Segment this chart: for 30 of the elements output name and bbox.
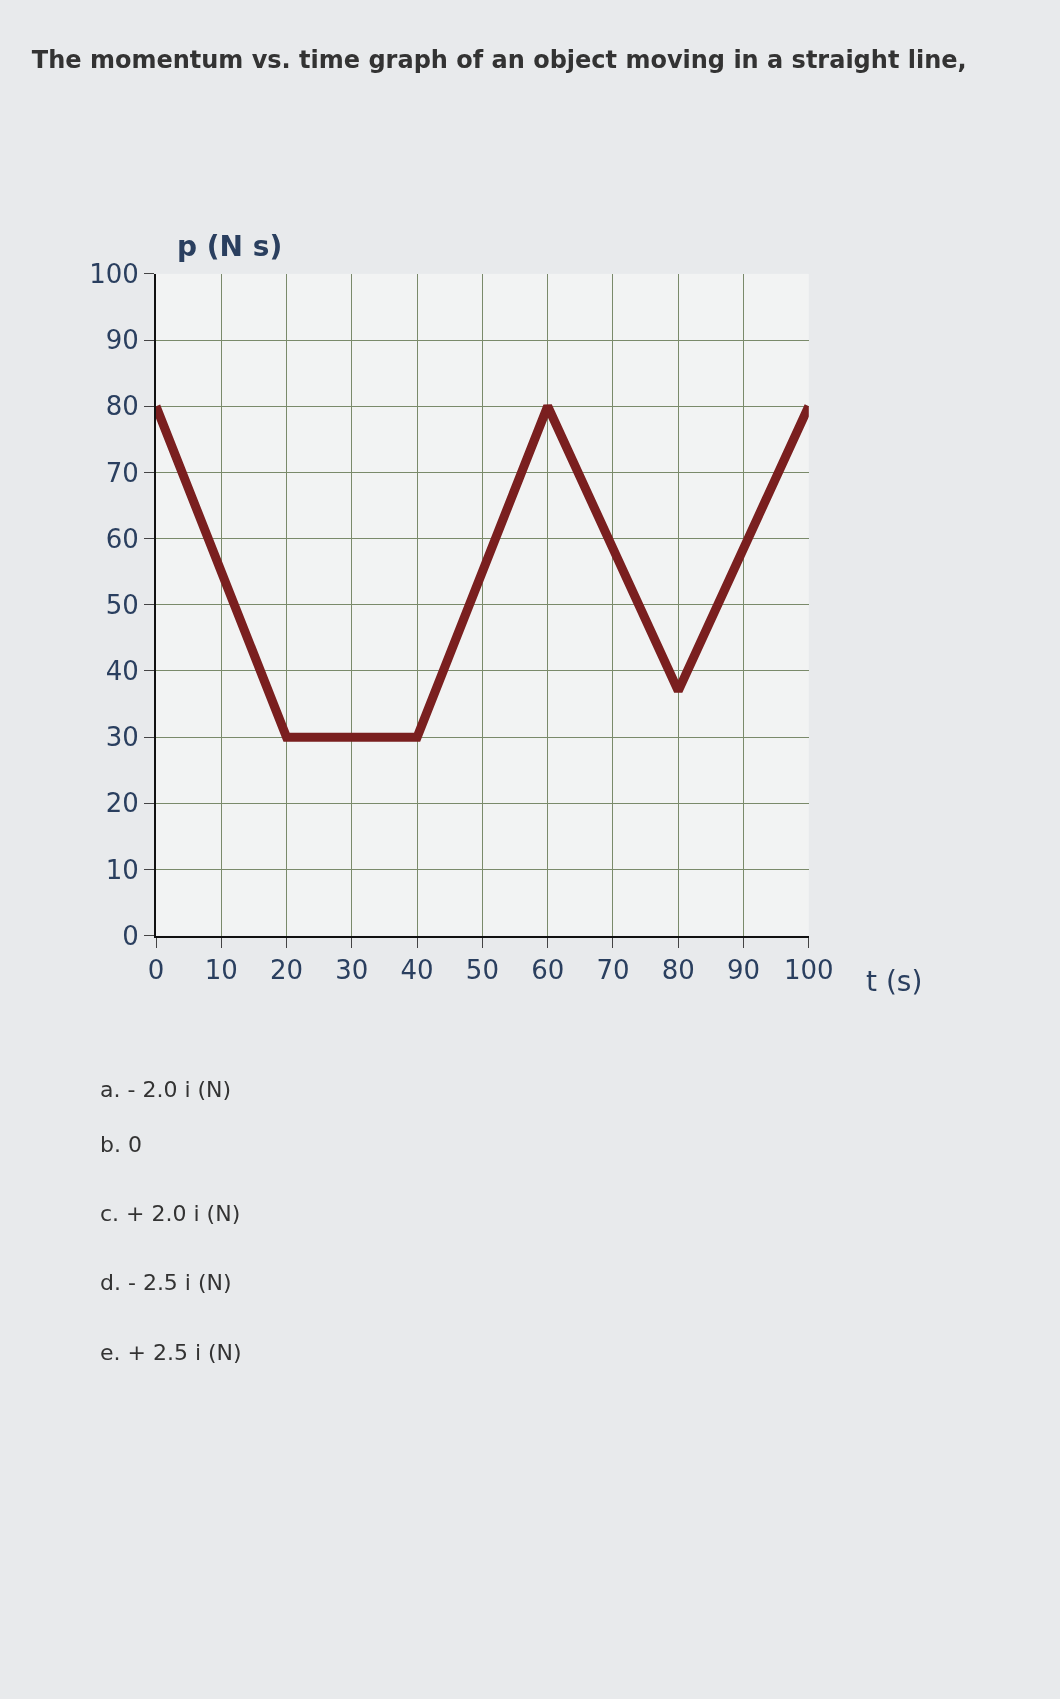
text: a. - 2.0 i (N) bbox=[100, 1077, 232, 1102]
x-tick-label: 60 bbox=[531, 954, 565, 985]
x-tick-label: 20 bbox=[270, 954, 304, 985]
x-tick-label: 90 bbox=[726, 954, 761, 985]
x-tick-label: 70 bbox=[596, 954, 630, 985]
text: c. + 2.0 i (N) bbox=[100, 1201, 241, 1226]
x-tick-label: 0 bbox=[147, 954, 165, 985]
y-tick-label: 80 bbox=[105, 391, 139, 422]
x-axis-title: t (s) bbox=[866, 965, 923, 998]
text: e. + 2.5 i (N) bbox=[100, 1340, 242, 1365]
y-tick-label: 10 bbox=[105, 854, 139, 885]
y-axis-title: p (N s) bbox=[177, 230, 283, 263]
y-tick-label: 90 bbox=[105, 325, 139, 356]
x-tick-label: 40 bbox=[400, 954, 434, 985]
y-tick-label: 100 bbox=[89, 259, 139, 289]
x-tick-label: 100 bbox=[783, 954, 834, 985]
chart-title: The momentum vs. time graph of an object moving in a straight line, bbox=[31, 45, 967, 74]
y-tick-label: 70 bbox=[105, 457, 139, 488]
x-tick-label: 30 bbox=[335, 954, 369, 985]
y-tick-label: 20 bbox=[105, 788, 139, 819]
y-tick-label: 40 bbox=[105, 656, 139, 687]
x-tick-label: 80 bbox=[661, 954, 695, 985]
text: d. - 2.5 i (N) bbox=[100, 1270, 232, 1295]
x-tick-label: 50 bbox=[465, 954, 499, 985]
text: b. 0 bbox=[100, 1132, 142, 1157]
x-tick-label: 10 bbox=[204, 954, 238, 985]
y-tick-label: 30 bbox=[105, 722, 139, 753]
y-tick-label: 0 bbox=[122, 920, 139, 951]
y-tick-label: 50 bbox=[105, 589, 139, 620]
y-tick-label: 60 bbox=[105, 523, 139, 554]
